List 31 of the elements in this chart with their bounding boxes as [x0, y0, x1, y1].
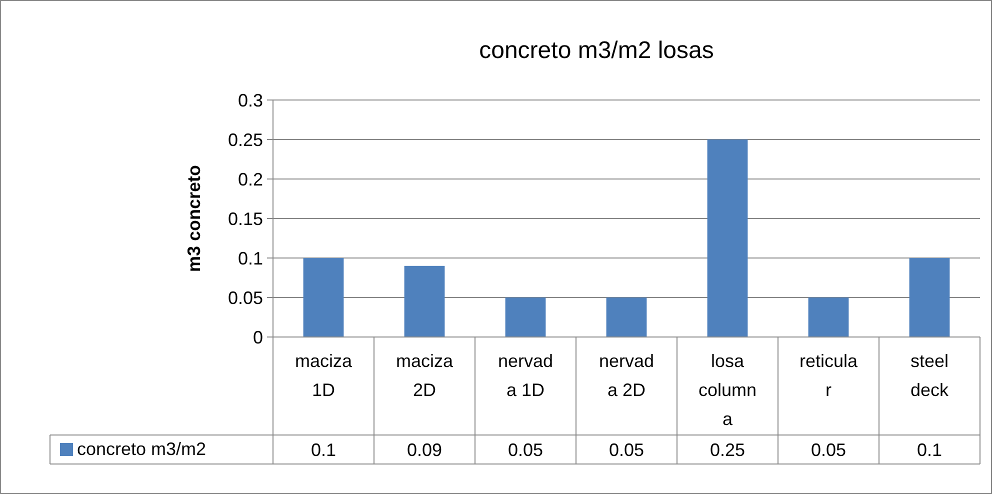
x-tick-label: reticular — [799, 351, 858, 400]
bar — [505, 298, 546, 337]
y-tick-label: 0.15 — [228, 208, 263, 229]
x-tick-label: nervada 2D — [598, 351, 654, 400]
data-label: 0.09 — [406, 440, 442, 460]
x-tick-label: maciza 2D — [396, 351, 454, 400]
data-label: 0.05 — [508, 440, 544, 460]
bar — [808, 298, 849, 337]
y-tick-label: 0.1 — [238, 248, 263, 268]
x-tick-label: maciza 1D — [294, 351, 353, 400]
data-label: 0.25 — [710, 440, 746, 460]
y-axis-title: m3 concreto — [184, 164, 204, 272]
y-tick-label: 0 — [252, 327, 263, 348]
data-label: 0.05 — [608, 440, 644, 460]
x-tick-label: losa columna — [698, 351, 757, 429]
y-tick-label: 0.05 — [228, 288, 263, 308]
bar — [606, 298, 647, 337]
x-tick-label: nervada 1D — [498, 351, 554, 400]
chart-title: concreto m3/m2 losas — [479, 37, 714, 64]
bar — [303, 258, 344, 337]
legend-label: concreto m3/m2 — [77, 439, 206, 459]
bar — [909, 258, 950, 337]
y-tick-label: 0.25 — [228, 130, 263, 150]
data-label: 0.05 — [810, 440, 846, 460]
bar — [707, 140, 748, 337]
y-tick-label: 0.2 — [238, 169, 263, 190]
y-tick-label: 0.3 — [238, 90, 263, 110]
data-label: 0.1 — [916, 440, 942, 460]
bar — [404, 266, 445, 337]
x-tick-label: steel deck — [910, 351, 950, 400]
data-label: 0.1 — [310, 440, 336, 460]
